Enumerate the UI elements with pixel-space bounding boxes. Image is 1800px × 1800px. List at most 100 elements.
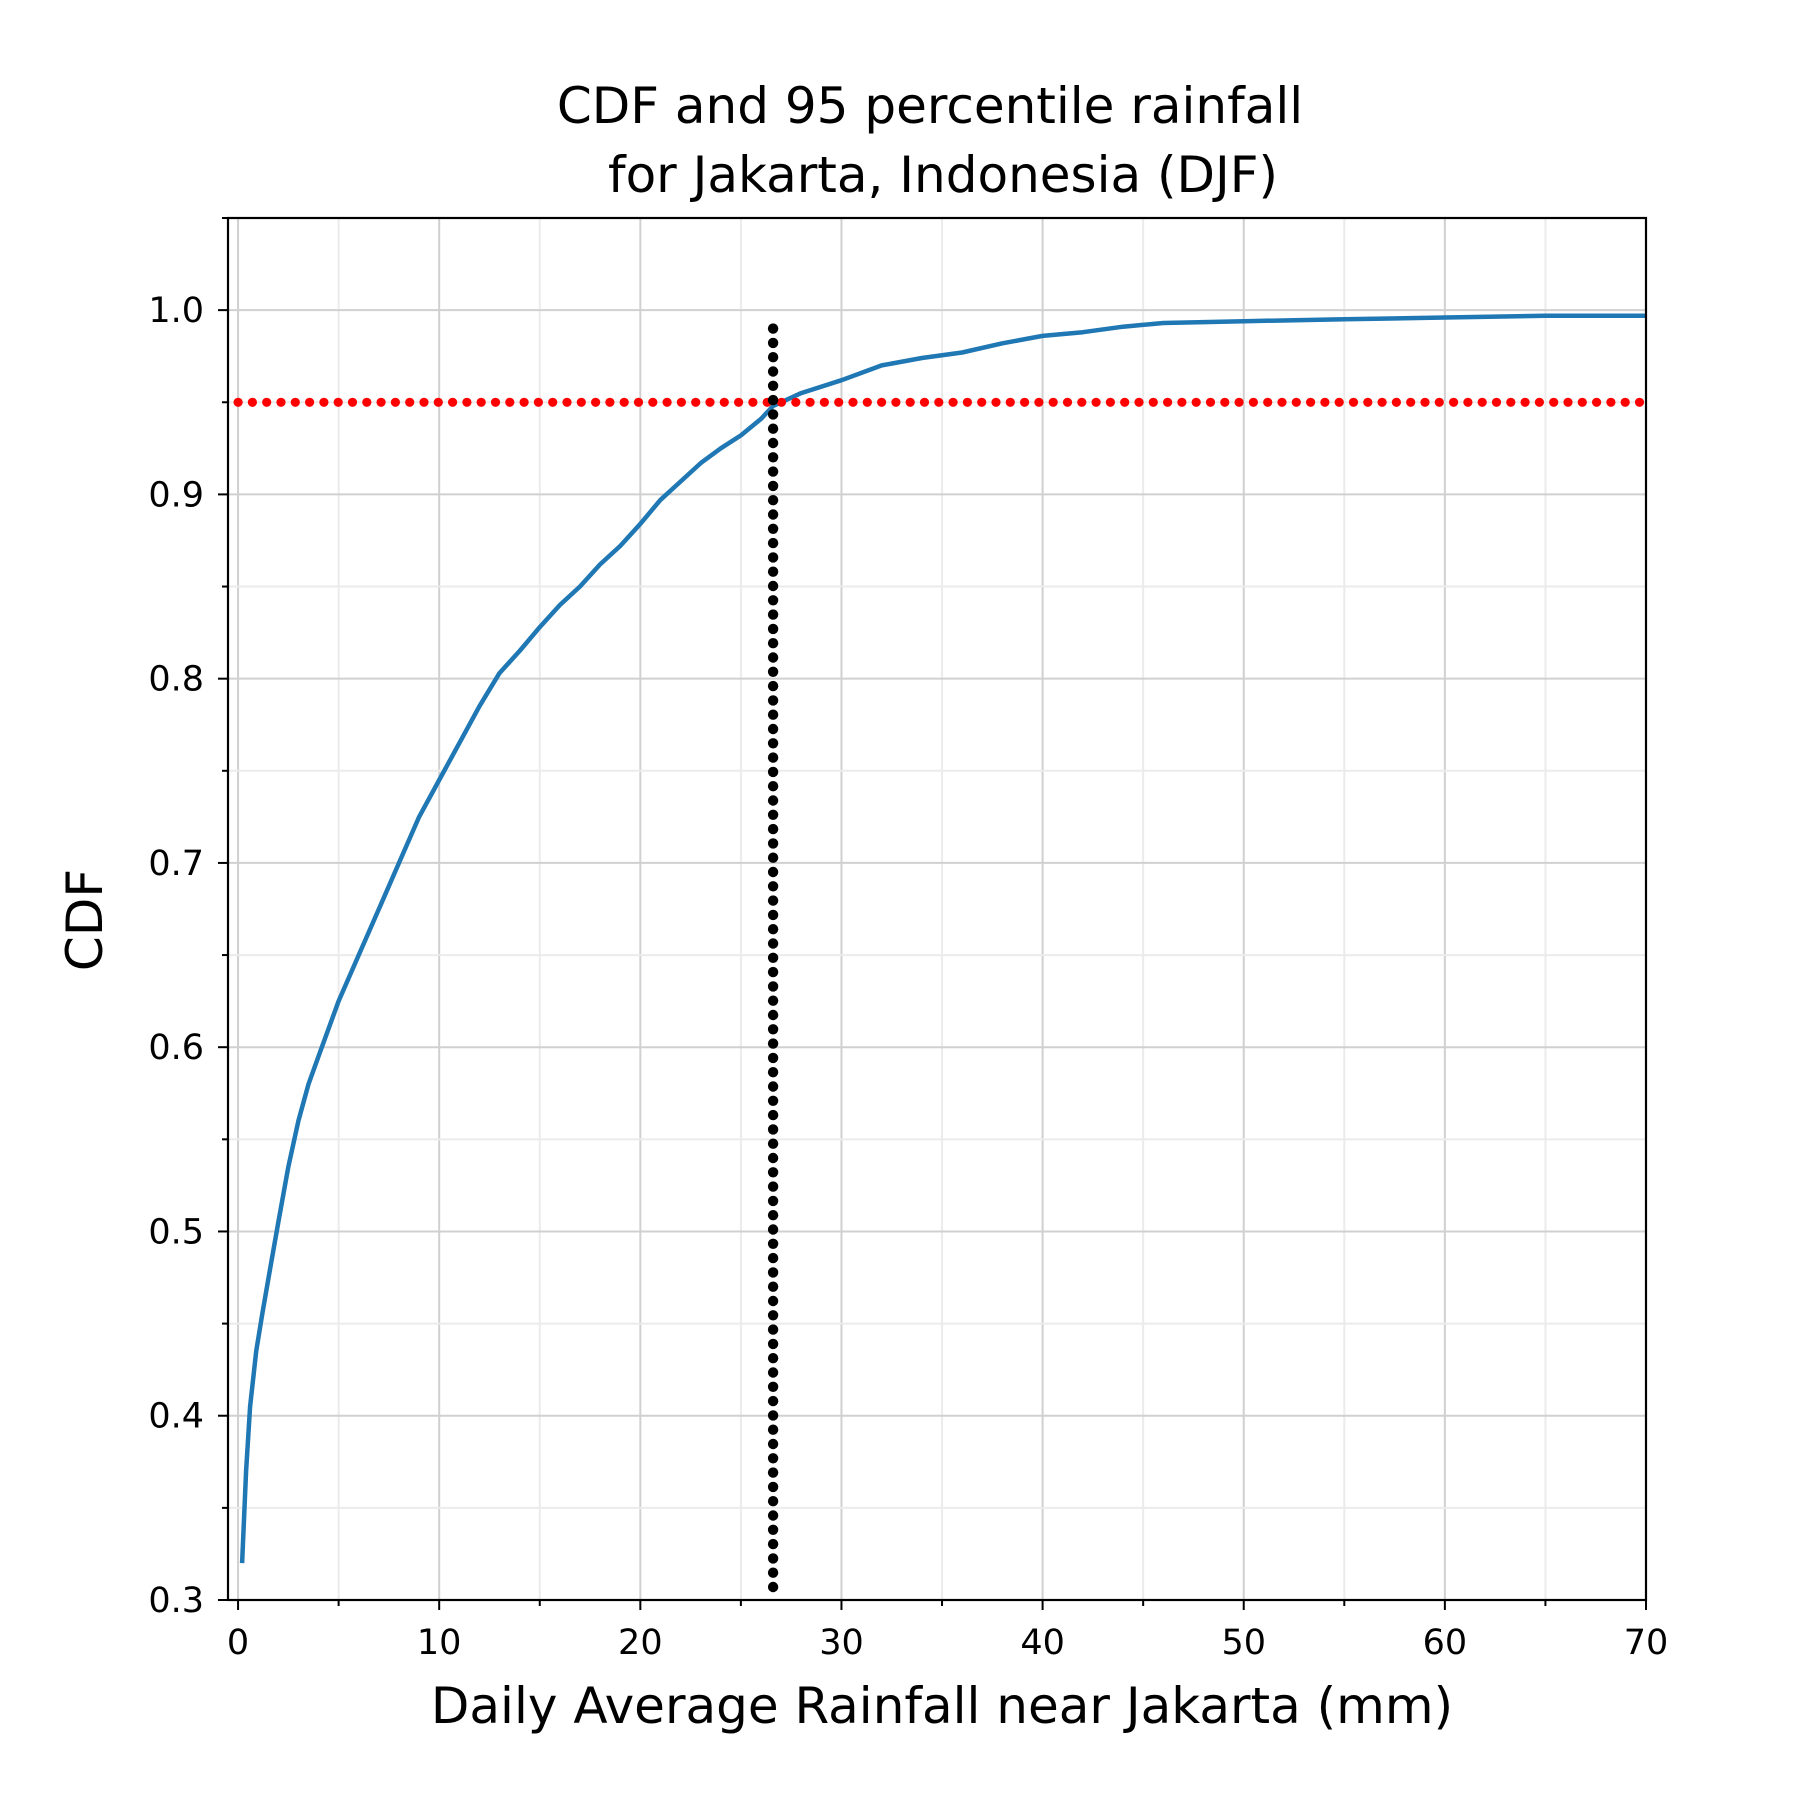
percentile-95-dot xyxy=(390,397,400,407)
threshold-rainfall-dot xyxy=(767,752,779,763)
percentile-95-dot xyxy=(1205,397,1216,407)
percentile-95-dot xyxy=(705,397,715,407)
percentile-95-dot xyxy=(305,397,315,407)
mark-layer xyxy=(233,313,1646,1593)
threshold-rainfall-dot xyxy=(767,623,779,635)
threshold-rainfall-dot xyxy=(767,1081,779,1092)
percentile-95-dot xyxy=(233,397,243,407)
x-tick-label: 70 xyxy=(1624,1623,1669,1663)
threshold-rainfall-dot xyxy=(767,509,779,520)
threshold-rainfall-dot xyxy=(767,1567,779,1578)
threshold-rainfall-dot xyxy=(767,838,779,849)
threshold-rainfall-dot xyxy=(767,952,779,963)
threshold-rainfall-dot xyxy=(767,895,779,906)
threshold-rainfall-dot xyxy=(767,995,779,1006)
percentile-95-dot xyxy=(1163,397,1173,407)
threshold-rainfall-dot xyxy=(767,394,779,406)
percentile-95-dot xyxy=(834,397,844,407)
percentile-95-dot xyxy=(1348,397,1359,407)
percentile-95-dot xyxy=(1549,397,1559,407)
x-tick-label: 50 xyxy=(1221,1623,1266,1663)
y-tick-label: 0.8 xyxy=(148,660,204,700)
percentile-95-dot xyxy=(333,397,343,407)
threshold-rainfall-dot xyxy=(767,652,779,663)
x-tick-label: 30 xyxy=(819,1623,864,1663)
percentile-95-dot xyxy=(1620,397,1630,407)
percentile-95-dot xyxy=(848,397,858,407)
percentile-95-dot xyxy=(905,397,915,407)
percentile-95-dot xyxy=(934,397,944,407)
percentile-95-dot xyxy=(1148,397,1158,407)
threshold-rainfall-dot xyxy=(767,938,779,949)
threshold-rainfall-dot xyxy=(767,1510,779,1521)
percentile-95-dot xyxy=(548,397,558,407)
percentile-95-dot xyxy=(462,397,472,407)
x-tick-label: 40 xyxy=(1020,1623,1065,1663)
percentile-95-dot xyxy=(1477,397,1487,407)
threshold-rainfall-dot xyxy=(767,495,779,506)
percentile-95-dot xyxy=(247,397,257,407)
percentile-95-dot xyxy=(862,397,872,407)
threshold-rainfall-dot xyxy=(767,1167,779,1178)
percentile-95-dot xyxy=(1334,397,1344,407)
threshold-rainfall-dot xyxy=(767,1310,779,1321)
percentile-95-dot xyxy=(591,397,601,407)
threshold-rainfall-dot xyxy=(767,1124,779,1135)
threshold-rainfall-dot xyxy=(767,1109,779,1121)
percentile-95-dot xyxy=(619,397,629,407)
percentile-95-dot xyxy=(819,397,830,407)
percentile-95-dot xyxy=(1520,397,1530,407)
threshold-rainfall-dot xyxy=(767,1252,779,1264)
threshold-rainfall-dot xyxy=(767,1009,779,1021)
percentile-95-dot xyxy=(276,397,286,407)
threshold-rainfall-dot xyxy=(767,1224,779,1235)
percentile-95-dot xyxy=(1634,397,1645,407)
percentile-95-dot xyxy=(1248,397,1258,407)
threshold-rainfall-dot xyxy=(767,1024,779,1035)
percentile-95-dot xyxy=(533,397,544,407)
percentile-95-dot xyxy=(1534,397,1544,407)
percentile-95-dot xyxy=(1105,397,1115,407)
percentile-95-dot xyxy=(676,397,687,407)
cdf-line xyxy=(239,313,1646,1564)
y-tick-label: 0.6 xyxy=(148,1028,204,1068)
threshold-rainfall-dot xyxy=(767,437,779,449)
percentile-95-dot xyxy=(505,397,515,407)
percentile-95-dot xyxy=(1434,397,1444,407)
threshold-rainfall-dot xyxy=(767,1281,779,1292)
threshold-rainfall-dot xyxy=(767,352,779,363)
percentile-95-dot xyxy=(519,397,529,407)
threshold-rainfall-dot xyxy=(767,666,779,677)
threshold-rainfall-dot xyxy=(767,609,779,620)
percentile-95-dot xyxy=(1491,397,1502,407)
threshold-rainfall-dot xyxy=(767,1467,779,1478)
percentile-95-dot xyxy=(1377,397,1387,407)
threshold-rainfall-dot xyxy=(767,1324,779,1335)
percentile-95-dot xyxy=(1034,397,1044,407)
percentile-95-dot xyxy=(1563,397,1573,407)
y-tick-label: 0.4 xyxy=(148,1397,204,1437)
threshold-rainfall-dot xyxy=(767,1481,779,1493)
threshold-rainfall-dot xyxy=(767,1424,779,1435)
percentile-95-dot xyxy=(633,397,644,407)
threshold-rainfall-dot xyxy=(767,337,779,349)
percentile-95-dot xyxy=(1263,397,1273,407)
percentile-95-dot xyxy=(362,397,372,407)
percentile-95-dot xyxy=(877,397,887,407)
percentile-95-dot xyxy=(1606,397,1616,407)
y-tick-label: 0.5 xyxy=(148,1212,204,1252)
threshold-rainfall-dot xyxy=(767,909,779,921)
percentile-95-dot xyxy=(1005,397,1015,407)
threshold-rainfall-dot xyxy=(767,566,779,577)
percentile-95-dot xyxy=(1120,397,1130,407)
percentile-95-dot xyxy=(734,397,744,407)
threshold-rainfall-dot xyxy=(767,1210,779,1221)
y-tick-label: 0.3 xyxy=(148,1581,204,1621)
percentile-95-dot xyxy=(1577,397,1587,407)
percentile-95-dot xyxy=(776,397,787,407)
threshold-rainfall-dot xyxy=(767,409,779,420)
threshold-rainfall-dot xyxy=(767,580,779,592)
threshold-rainfall-dot xyxy=(767,1438,779,1450)
chart-title-line-1: CDF and 95 percentile rainfall xyxy=(557,77,1303,135)
percentile-95-dot xyxy=(748,397,758,407)
